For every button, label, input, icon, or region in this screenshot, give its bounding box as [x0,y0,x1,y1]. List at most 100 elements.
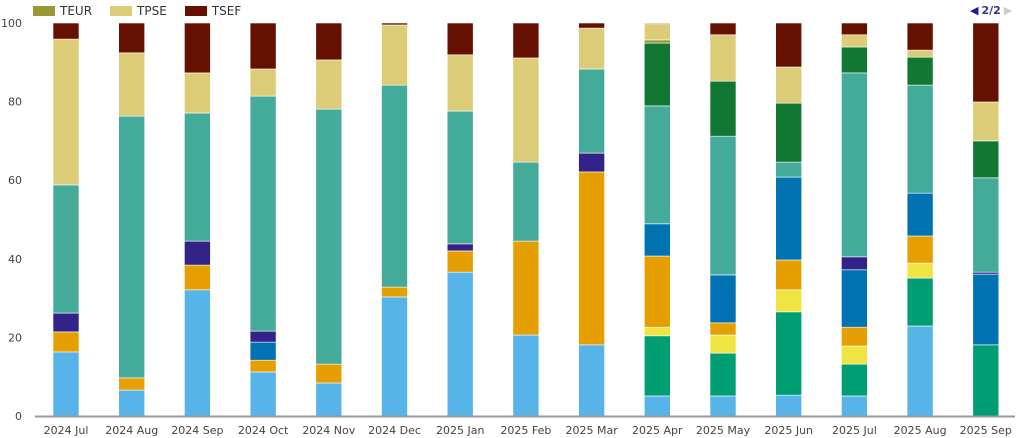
bar-segment[interactable] [709,274,737,324]
bar-segment[interactable] [972,344,1000,417]
bar-segment-tsef[interactable] [249,22,277,70]
bar-segment[interactable] [446,243,474,252]
legend-item-tsef[interactable]: TSEF [184,4,241,18]
bar-segment-tpse[interactable] [972,101,1000,142]
bar-segment[interactable] [709,80,737,137]
bar-segment-tsef[interactable] [381,22,408,26]
bar-segment[interactable] [775,289,803,313]
bar-segment[interactable] [643,335,671,397]
bar-segment[interactable] [52,331,80,353]
bar-segment-tpse[interactable] [118,52,145,117]
bar-segment[interactable] [643,105,671,225]
legend-item-teur[interactable]: TEUR [33,4,92,18]
bar-segment[interactable] [709,322,737,336]
bar-segment-tpse[interactable] [578,27,605,70]
bar-segment[interactable] [709,334,737,354]
bar-segment-tpse[interactable] [184,72,211,114]
bar-segment[interactable] [841,326,868,347]
bar-segment-tpse[interactable] [906,49,934,58]
bar-segment[interactable] [841,256,868,271]
bar-segment-tsef[interactable] [709,22,737,36]
bar-segment[interactable] [841,46,868,74]
bar-segment[interactable] [446,110,474,245]
bar-segment[interactable] [643,223,671,257]
bar-segment-teur[interactable] [643,39,671,44]
bar-segment-tpse[interactable] [709,34,737,82]
next-page-arrow-icon[interactable]: ▶ [1003,4,1013,17]
bar-segment[interactable] [709,135,737,276]
bar-segment[interactable] [446,271,474,417]
bar-segment[interactable] [906,84,934,194]
bar-segment[interactable] [578,68,605,154]
bar-segment[interactable] [906,277,934,327]
bar-segment[interactable] [906,56,934,86]
bar-segment[interactable] [512,161,540,242]
bar-segment[interactable] [841,395,868,417]
bar-segment[interactable] [315,363,343,384]
bar-segment[interactable] [578,152,605,173]
bar-segment[interactable] [709,395,737,417]
bar-segment[interactable] [446,250,474,273]
bar-segment-tpse[interactable] [841,34,868,48]
bar-segment[interactable] [906,192,934,237]
bar-segment-tpse[interactable] [381,24,408,86]
bar-segment[interactable] [381,286,408,298]
bar-segment-tsef[interactable] [446,22,474,56]
bar-segment[interactable] [118,115,145,379]
bar-segment[interactable] [578,171,605,346]
bar-segment-tsef[interactable] [52,22,80,40]
bar-segment-tpse[interactable] [775,66,803,104]
bar-segment[interactable] [249,330,277,343]
bar-segment[interactable] [249,371,277,417]
bar-segment-tsef[interactable] [643,22,671,25]
prev-page-arrow-icon[interactable]: ◀ [970,4,979,17]
bar-segment[interactable] [709,352,737,397]
bar-segment-tpse[interactable] [52,38,80,186]
bar-segment[interactable] [52,351,80,417]
legend-item-tpse[interactable]: TPSE [110,4,167,18]
bar-segment-tsef[interactable] [775,22,803,68]
bar-segment[interactable] [52,184,80,314]
bar-segment-tpse[interactable] [446,54,474,112]
bar-segment[interactable] [841,269,868,328]
bar-segment[interactable] [315,108,343,365]
bar-segment-tsef[interactable] [315,22,343,61]
bar-segment[interactable] [381,84,408,288]
bar-segment-tsef[interactable] [906,22,934,51]
bar-segment[interactable] [775,161,803,178]
bar-segment-tsef[interactable] [118,22,145,54]
bar-segment-tpse[interactable] [315,59,343,110]
bar-segment[interactable] [841,72,868,258]
bar-segment-tsef[interactable] [578,22,605,29]
bar-segment[interactable] [643,42,671,107]
bar-segment[interactable] [118,377,145,391]
bar-segment[interactable] [184,289,211,417]
bar-segment[interactable] [841,363,868,397]
bar-segment-tsef[interactable] [184,22,211,74]
bar-segment-tpse[interactable] [512,57,540,163]
bar-segment[interactable] [315,382,343,417]
bar-segment[interactable] [184,264,211,291]
bar-segment[interactable] [512,334,540,417]
bar-segment[interactable] [184,112,211,242]
bar-segment[interactable] [52,312,80,333]
bar-segment[interactable] [643,395,671,417]
bar-segment[interactable] [249,95,277,332]
bar-segment[interactable] [118,389,145,417]
bar-segment[interactable] [972,273,1000,346]
bar-segment[interactable] [775,102,803,163]
bar-segment[interactable] [249,341,277,361]
bar-segment[interactable] [775,311,803,396]
bar-segment[interactable] [972,140,1000,179]
bar-segment[interactable] [249,359,277,373]
bar-segment[interactable] [578,344,605,417]
bar-segment[interactable] [775,176,803,261]
bar-segment-tsef[interactable] [512,22,540,59]
bar-segment[interactable] [643,255,671,328]
bar-segment[interactable] [643,326,671,337]
bar-segment[interactable] [775,394,803,417]
bar-segment[interactable] [184,240,211,266]
bar-segment[interactable] [512,240,540,336]
bar-segment[interactable] [775,259,803,291]
bar-segment-tsef[interactable] [972,22,1000,103]
